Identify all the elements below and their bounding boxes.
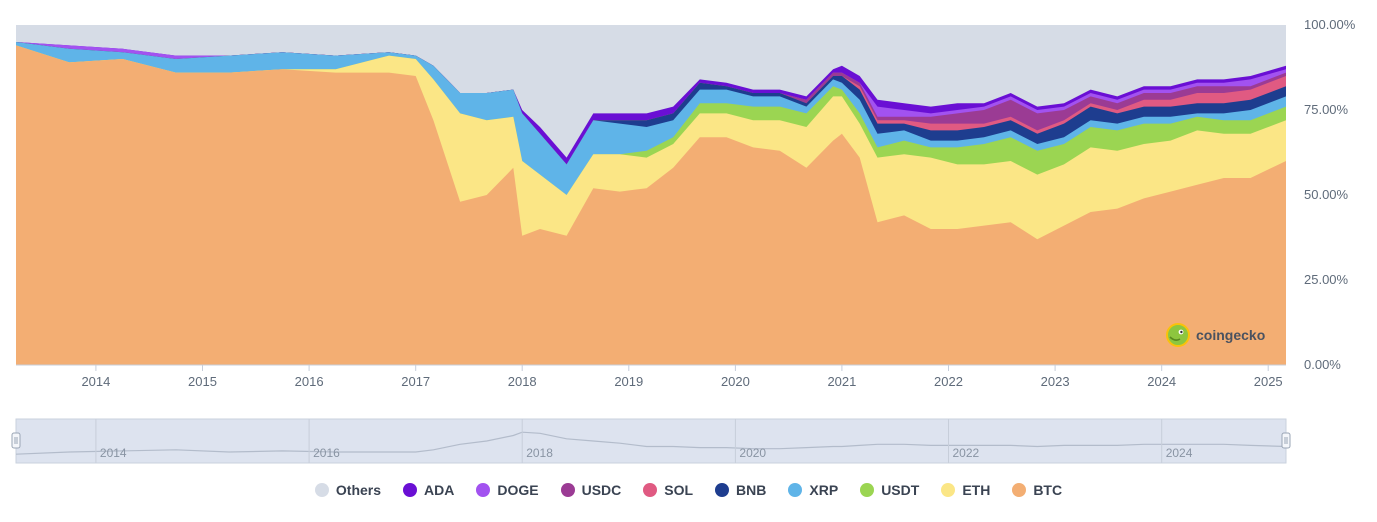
legend-dot-icon — [476, 483, 491, 497]
x-tick-label: 2024 — [1147, 374, 1176, 389]
x-tick-label: 2018 — [508, 374, 537, 389]
x-tick-label: 2020 — [721, 374, 750, 389]
x-tick-label: 2023 — [1041, 374, 1070, 389]
legend-dot-icon — [643, 483, 658, 497]
navigator-line — [15, 431, 1287, 455]
legend-label: XRP — [809, 482, 839, 498]
x-tick-label: 2016 — [295, 374, 324, 389]
legend-dot-icon — [403, 483, 418, 497]
legend-dot-icon — [941, 483, 956, 497]
legend-item-usdt[interactable]: USDT — [860, 482, 919, 498]
legend-label: BTC — [1033, 482, 1063, 498]
navigator-tick-label: 2022 — [953, 446, 980, 460]
legend-label: BNB — [736, 482, 767, 498]
legend-dot-icon — [1012, 483, 1027, 497]
legend-item-bnb[interactable]: BNB — [715, 482, 766, 498]
legend-item-ada[interactable]: ADA — [403, 482, 454, 498]
x-tick-label: 2021 — [827, 374, 856, 389]
legend-item-eth[interactable]: ETH — [941, 482, 990, 498]
x-tick-label: 2022 — [934, 374, 963, 389]
coingecko-watermark: coingecko — [1166, 322, 1265, 348]
navigator-tick-label: 2014 — [100, 446, 127, 460]
navigator-tick-label: 2016 — [313, 446, 340, 460]
legend-label: USDC — [581, 482, 622, 498]
plot-area[interactable] — [16, 25, 1286, 366]
navigator-tick-label: 2020 — [739, 446, 766, 460]
y-axis: 0.00% 25.00% 50.00% 75.00% 100.00% — [1304, 17, 1356, 372]
legend-item-btc[interactable]: BTC — [1012, 482, 1062, 498]
legend-dot-icon — [560, 483, 575, 497]
legend-label: SOL — [664, 482, 694, 498]
legend-dot-icon — [715, 483, 730, 497]
legend-dot-icon — [788, 483, 803, 497]
legend-item-usdc[interactable]: USDC — [560, 482, 622, 498]
x-tick-label: 2015 — [188, 374, 217, 389]
navigator-tick-label: 2024 — [1166, 446, 1193, 460]
navigator-tick-label: 2018 — [526, 446, 553, 460]
legend-item-xrp[interactable]: XRP — [788, 482, 838, 498]
series-btc-area — [16, 45, 1286, 366]
navigator-left-handle[interactable] — [11, 432, 21, 449]
navigator-right-handle[interactable] — [1281, 432, 1291, 449]
x-tick-label: 2025 — [1254, 374, 1283, 389]
legend-dot-icon — [860, 483, 875, 497]
legend-label: USDT — [881, 482, 920, 498]
x-axis: 2014 2015 2016 2017 2018 2019 2020 2021 2022 2023… — [16, 364, 1286, 389]
y-tick-label: 0.00% — [1304, 357, 1341, 372]
watermark-text: coingecko — [1196, 327, 1266, 343]
chart-legend: Others ADA DOGE USDC SOL BNB XRP USDT ETH BTC — [0, 478, 1377, 502]
legend-label: DOGE — [497, 482, 539, 498]
legend-item-sol[interactable]: SOL — [643, 482, 693, 498]
gecko-logo-icon — [1166, 323, 1190, 347]
legend-item-others[interactable]: Others — [314, 482, 382, 498]
y-tick-label: 50.00% — [1304, 187, 1349, 202]
x-tick-label: 2019 — [614, 374, 643, 389]
y-tick-label: 25.00% — [1304, 272, 1349, 287]
legend-label: Others — [335, 482, 382, 498]
y-tick-label: 75.00% — [1304, 102, 1349, 117]
navigator[interactable]: 2014 2016 2018 2020 2022 2024 — [11, 418, 1291, 464]
legend-label: ADA — [424, 482, 455, 498]
legend-dot-icon — [314, 483, 329, 497]
legend-item-doge[interactable]: DOGE — [476, 482, 539, 498]
y-tick-label: 100.00% — [1304, 17, 1356, 32]
x-tick-label: 2017 — [401, 374, 430, 389]
navigator-window[interactable] — [15, 418, 1287, 464]
x-tick-label: 2014 — [81, 374, 110, 389]
legend-label: ETH — [962, 482, 991, 498]
